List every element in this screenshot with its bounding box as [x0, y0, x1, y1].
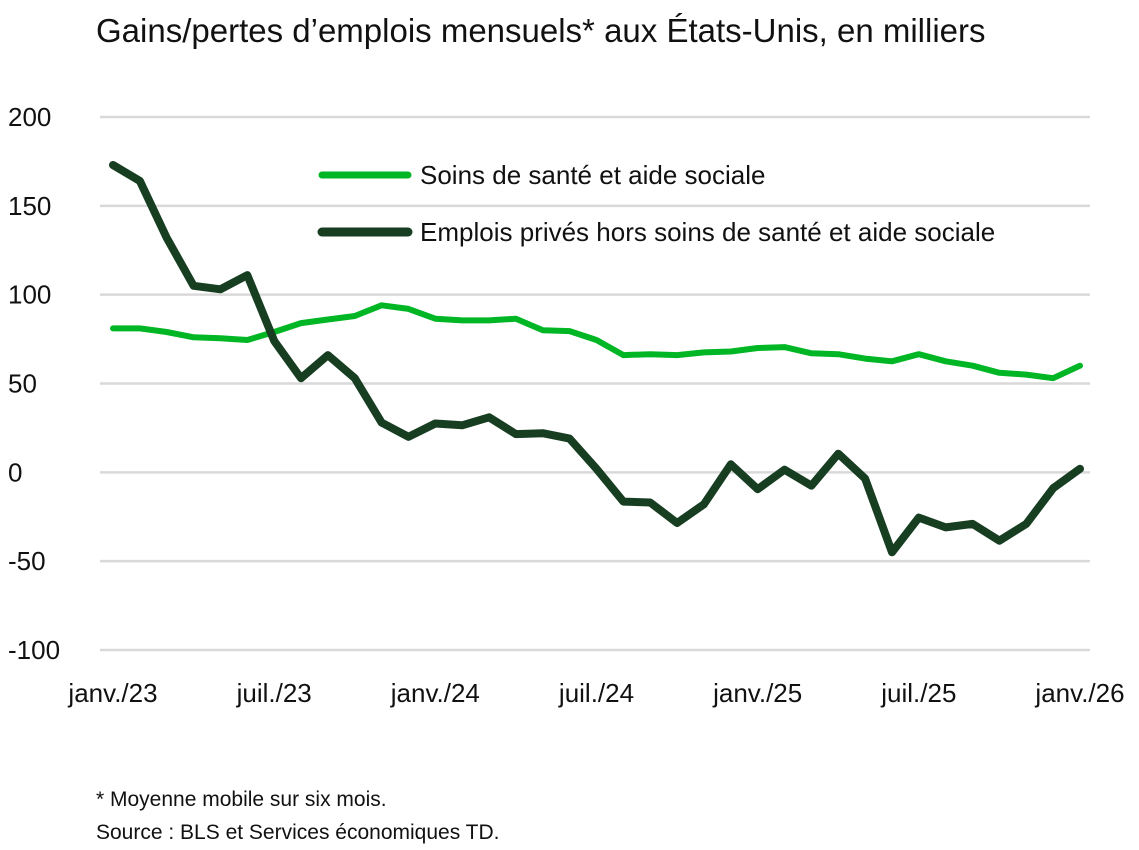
y-tick-label: 200	[8, 102, 51, 132]
x-tick-label: juil./25	[880, 678, 956, 708]
x-tick-label: juil./23	[236, 678, 312, 708]
x-tick-label: janv./26	[1034, 678, 1124, 708]
y-tick-label: 100	[8, 280, 51, 310]
chart-title: Gains/pertes d’emplois mensuels* aux Éta…	[96, 12, 986, 49]
x-tick-label: janv./23	[67, 678, 157, 708]
y-tick-label: 50	[8, 369, 37, 399]
footnote: * Moyenne mobile sur six mois.	[96, 788, 387, 811]
x-tick-label: janv./25	[712, 678, 802, 708]
y-tick-label: 150	[8, 191, 51, 221]
y-tick-label: -50	[8, 546, 46, 576]
series-line-1	[110, 302, 1083, 382]
x-tick-label: juil./24	[558, 678, 634, 708]
x-tick-label: janv./24	[390, 678, 480, 708]
y-tick-label: 0	[8, 457, 22, 487]
y-tick-label: -100	[8, 635, 60, 665]
legend-label-2: Emplois privés hors soins de santé et ai…	[420, 217, 995, 247]
source-note: Source : BLS et Services économiques TD.	[96, 821, 500, 844]
legend-label-1: Soins de santé et aide sociale	[420, 160, 765, 190]
